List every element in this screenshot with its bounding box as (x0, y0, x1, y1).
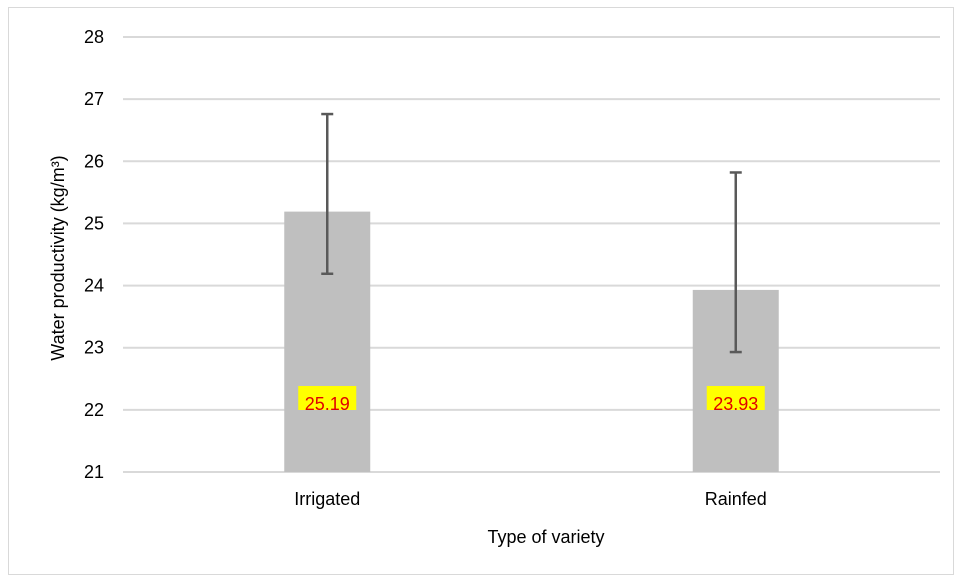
y-tick-label: 26 (84, 151, 104, 171)
y-tick-label: 22 (84, 400, 104, 420)
y-tick-label: 28 (84, 27, 104, 47)
chart-frame (8, 7, 954, 575)
data-label-irrigated: 25.19 (298, 386, 357, 414)
x-axis-ticks: Irrigated Rainfed (294, 489, 767, 509)
y-tick-label: 23 (84, 338, 104, 358)
svg-text:23.93: 23.93 (713, 394, 758, 414)
y-tick-label: 27 (84, 89, 104, 109)
error-bar-irrigated (321, 112, 334, 276)
x-tick-label: Rainfed (705, 489, 767, 509)
gridlines (123, 36, 940, 473)
y-axis-title: Water productivity (kg/m³) (48, 155, 68, 360)
y-tick-label: 21 (84, 462, 104, 482)
x-axis-title: Type of variety (487, 527, 604, 547)
bars (284, 211, 779, 472)
error-bars (321, 112, 742, 354)
y-tick-label: 25 (84, 213, 104, 233)
error-bar-rainfed (729, 171, 742, 354)
y-tick-label: 24 (84, 276, 104, 296)
data-label-rainfed: 23.93 (706, 386, 765, 414)
svg-text:25.19: 25.19 (305, 394, 350, 414)
x-tick-label: Irrigated (294, 489, 360, 509)
y-axis-ticks: 21 22 23 24 25 26 27 28 (84, 27, 104, 482)
data-labels: 25.19 23.93 (298, 386, 765, 414)
